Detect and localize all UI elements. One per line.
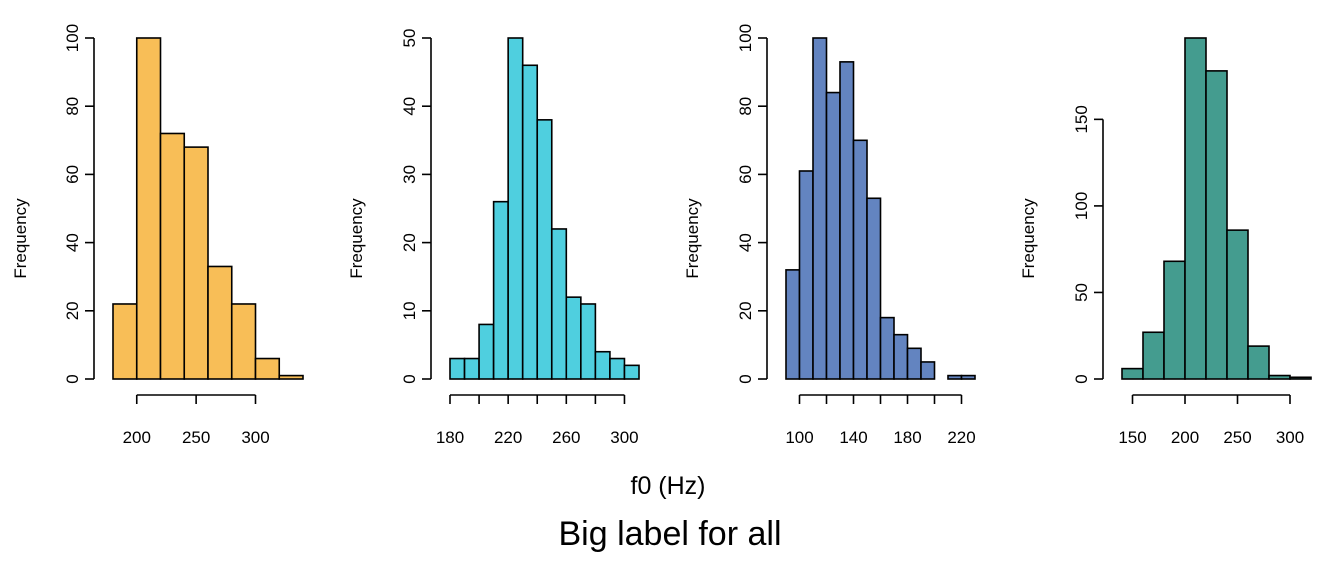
y-tick-label: 60 xyxy=(736,165,755,184)
histogram-panel-2: 0 10 20 30 40 50 Frequency 180 220 260 300 xyxy=(347,29,640,447)
histogram-bar xyxy=(278,374,304,380)
histogram-bar xyxy=(947,374,963,380)
histogram-bar xyxy=(1289,376,1312,380)
histogram-bar xyxy=(463,357,480,380)
y-tick-label: 80 xyxy=(736,97,755,116)
histogram-panel-3: 0 20 40 60 80 100 Frequency 100 140 180 220 xyxy=(683,24,976,447)
y-tick-label: 100 xyxy=(63,24,82,52)
histogram-bar xyxy=(906,347,922,380)
histogram-bar xyxy=(960,374,976,380)
y-axis-label: Frequency xyxy=(683,198,702,279)
y-tick-label: 0 xyxy=(63,374,82,383)
histogram-bar xyxy=(825,91,841,380)
x-tick-label: 250 xyxy=(182,428,210,447)
histogram-bar xyxy=(254,357,281,380)
x-tick-label: 180 xyxy=(436,428,464,447)
histogram-bar xyxy=(839,61,855,380)
histogram-bar xyxy=(812,37,828,380)
histogram-bar xyxy=(207,265,233,380)
y-tick-label: 0 xyxy=(736,374,755,383)
histogram-bar xyxy=(159,132,186,380)
x-tick-label: 100 xyxy=(785,428,813,447)
histogram-bar xyxy=(478,323,495,380)
histogram-bar xyxy=(852,139,868,380)
x-tick-label: 300 xyxy=(610,428,638,447)
x-tick-label: 150 xyxy=(1118,428,1146,447)
histogram-bar xyxy=(230,303,257,380)
y-tick-label: 30 xyxy=(400,165,419,184)
histogram-bar xyxy=(449,357,466,380)
histogram-bar xyxy=(879,316,895,380)
x-tick-label: 260 xyxy=(552,428,580,447)
x-tick-label: 140 xyxy=(839,428,867,447)
figure-caption: Big label for all xyxy=(558,515,781,553)
y-axis-label: Frequency xyxy=(11,198,30,279)
y-axis-label: Frequency xyxy=(347,198,366,279)
x-tick-label: 250 xyxy=(1223,428,1251,447)
histogram-bar xyxy=(1163,260,1186,380)
y-axis-label: Frequency xyxy=(1019,198,1038,279)
x-tick-label: 220 xyxy=(947,428,975,447)
histogram-bar xyxy=(920,361,936,380)
y-tick-label: 10 xyxy=(400,301,419,320)
histogram-bar xyxy=(1247,345,1270,380)
histogram-bar xyxy=(609,357,626,380)
histogram-bar xyxy=(798,170,814,380)
histogram-bar xyxy=(594,350,611,380)
histogram-bar xyxy=(507,37,524,380)
histogram-bar xyxy=(135,37,162,380)
y-tick-label: 80 xyxy=(63,97,82,116)
histogram-bar xyxy=(1184,37,1207,380)
histogram-panel-1: 0 20 40 60 80 100 Frequency 200 250 300 xyxy=(11,24,304,447)
y-tick-label: 0 xyxy=(1072,374,1091,383)
histogram-bar xyxy=(1142,331,1165,380)
histogram-bar xyxy=(1226,229,1249,380)
y-tick-label: 100 xyxy=(736,24,755,52)
y-tick-label: 20 xyxy=(63,301,82,320)
y-tick-label: 40 xyxy=(63,233,82,252)
histogram-bar xyxy=(893,333,909,380)
histogram-bar xyxy=(580,303,597,380)
y-tick-label: 20 xyxy=(736,301,755,320)
histogram-bar xyxy=(1121,367,1144,380)
x-tick-label: 180 xyxy=(893,428,921,447)
histogram-bar xyxy=(1268,374,1291,380)
histogram-bar xyxy=(1205,70,1228,380)
histogram-bar xyxy=(183,146,209,380)
histogram-bar xyxy=(785,269,801,380)
x-tick-label: 200 xyxy=(123,428,151,447)
y-tick-label: 40 xyxy=(400,97,419,116)
histogram-bar xyxy=(550,228,568,380)
histogram-bar xyxy=(866,197,882,380)
histogram-bar xyxy=(521,64,539,380)
histogram-panel-4: 0 50 100 150 Frequency 150 200 250 300 xyxy=(1019,37,1312,447)
histogram-bar xyxy=(536,119,553,380)
y-tick-label: 40 xyxy=(736,233,755,252)
y-tick-label: 50 xyxy=(400,29,419,48)
x-tick-label: 300 xyxy=(241,428,269,447)
y-tick-label: 100 xyxy=(1072,192,1091,220)
y-tick-label: 50 xyxy=(1072,283,1091,302)
x-tick-label: 220 xyxy=(494,428,522,447)
y-tick-label: 150 xyxy=(1072,105,1091,133)
histogram-bar xyxy=(565,296,582,380)
histogram-bar xyxy=(492,200,509,380)
y-tick-label: 0 xyxy=(400,374,419,383)
histogram-bar xyxy=(623,364,640,380)
x-tick-label: 300 xyxy=(1276,428,1304,447)
x-tick-label: 200 xyxy=(1171,428,1199,447)
y-tick-label: 60 xyxy=(63,165,82,184)
histogram-bar xyxy=(112,303,138,380)
shared-x-axis-label: f0 (Hz) xyxy=(631,472,706,500)
y-tick-label: 20 xyxy=(400,233,419,252)
